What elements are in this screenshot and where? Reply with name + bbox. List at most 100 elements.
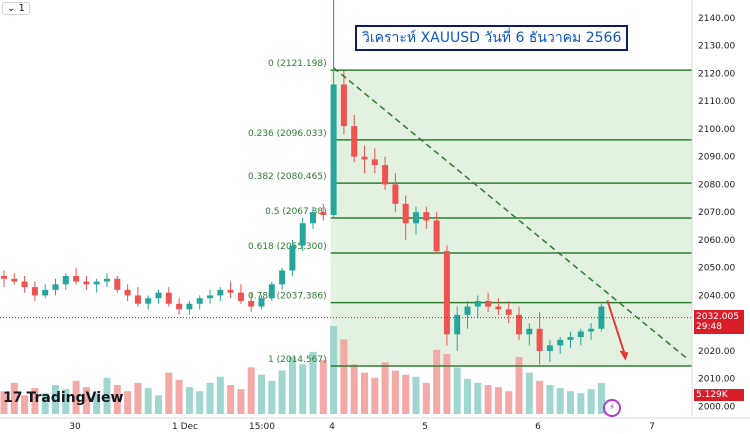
- volume-bar: [93, 393, 101, 414]
- volume-bar: [464, 378, 471, 414]
- candles: [1, 67, 605, 365]
- price-tick: 2110.00: [698, 97, 735, 107]
- price-tick: 2130.00: [698, 42, 735, 52]
- price-tick: 2070.00: [698, 208, 735, 218]
- candle-body: [330, 84, 337, 215]
- candle-body: [413, 212, 419, 224]
- current-price: 2032.005: [696, 312, 739, 322]
- volume-bar: [288, 357, 296, 414]
- volume-bar: [175, 379, 183, 414]
- candle-body: [557, 339, 564, 346]
- candle-body: [237, 292, 244, 301]
- candle-body: [351, 126, 358, 157]
- collapse-chip[interactable]: ⌄ 1: [2, 2, 30, 15]
- volume-bar: [319, 360, 327, 414]
- candle-body: [155, 292, 162, 299]
- candle-body: [62, 276, 69, 285]
- candle-body: [402, 203, 409, 224]
- volume-bar: [412, 376, 420, 414]
- candle-body: [588, 328, 595, 332]
- volume-bar: [206, 382, 214, 414]
- volume-bar: [268, 380, 276, 414]
- volume-bar: [31, 388, 39, 414]
- volume-bar: [41, 393, 49, 414]
- candle-body: [289, 245, 296, 271]
- candle-body: [124, 289, 131, 296]
- volume-bar: [134, 382, 142, 414]
- chart-title: วิเคราะห์ XAUUSD วันที่ 6 ธันวาคม 2566: [355, 25, 629, 51]
- time-tick: 4: [329, 422, 335, 430]
- volume-bar: [196, 391, 204, 414]
- tradingview-logo[interactable]: 17 TradingView: [3, 390, 123, 406]
- candle-body: [443, 251, 450, 335]
- candle-body: [567, 337, 574, 340]
- current-price-tag: 2032.005 29:48: [694, 310, 744, 334]
- volume-bar: [546, 385, 554, 414]
- price-tick: 2040.00: [698, 291, 735, 301]
- price-tick: 2010.00: [698, 375, 735, 385]
- candle-body: [392, 184, 399, 204]
- volume-bar: [597, 382, 605, 414]
- volume-bar: [258, 374, 265, 414]
- time-tick: 7: [649, 422, 655, 430]
- volume-bar: [237, 389, 245, 414]
- tradingview-mark-icon: 17: [3, 390, 23, 406]
- candle-body: [248, 300, 255, 307]
- candle-body: [83, 281, 90, 285]
- volume-bar: [103, 377, 111, 414]
- candle-body: [433, 220, 440, 252]
- arrow-head: [619, 350, 629, 361]
- volume-bar: [453, 367, 461, 414]
- candle-body: [495, 306, 502, 310]
- candle-body: [577, 331, 584, 338]
- candle-body: [598, 306, 605, 329]
- volume-bar: [361, 372, 368, 414]
- volume-bar: [474, 382, 482, 414]
- volume-bar: [155, 395, 162, 414]
- volume-bar: [494, 387, 502, 414]
- volume-bar: [402, 374, 410, 414]
- candle-body: [207, 295, 213, 299]
- volume-bar: [422, 382, 430, 414]
- fib-label: 0.5 (2067.88): [265, 207, 326, 217]
- candle-body: [268, 284, 275, 299]
- candle-body: [114, 278, 121, 290]
- volume-bar: [144, 388, 152, 414]
- candle-body: [73, 276, 80, 282]
- fib-lines: 0 (2121.198) 0.236 (2096.033) 0.382 (2080.…: [248, 59, 692, 367]
- candle-body: [505, 309, 512, 315]
- time-tick: 15:00: [249, 422, 275, 430]
- candle-body: [485, 300, 492, 307]
- candle-body: [546, 345, 553, 351]
- volume-bar: [556, 388, 564, 414]
- volume-bar: [505, 391, 513, 414]
- price-axis: 2140.00 2130.00 2120.00 2110.00 2100.00 2090.…: [691, 0, 735, 416]
- annotations: [0, 0, 692, 361]
- volume-tag: 5.129K: [694, 389, 744, 401]
- candle-body: [196, 298, 203, 304]
- volume-bar: [525, 372, 533, 414]
- volume-bar: [299, 364, 307, 414]
- candle-body: [1, 276, 7, 279]
- volume-bar: [10, 382, 18, 414]
- candle-body: [227, 289, 234, 293]
- lightning-icon[interactable]: ⚡: [603, 399, 621, 417]
- time-tick: 1 Dec: [172, 422, 198, 430]
- volume-bar: [443, 353, 451, 414]
- candle-body: [536, 328, 543, 351]
- volume-bar: [0, 391, 8, 414]
- volume-bar: [72, 380, 80, 414]
- candle-body: [454, 314, 461, 335]
- time-tick: 5: [422, 422, 428, 430]
- candle-body: [320, 212, 327, 215]
- candle-body: [474, 300, 481, 307]
- candle-body: [299, 223, 306, 246]
- volume-bar: [587, 389, 595, 414]
- fib-label: 1 (2014.567): [268, 355, 327, 365]
- volume-bar: [247, 367, 255, 414]
- fib-label: 0.382 (2080.465): [248, 172, 327, 182]
- volume-bar: [62, 389, 70, 414]
- candle-body: [93, 281, 100, 285]
